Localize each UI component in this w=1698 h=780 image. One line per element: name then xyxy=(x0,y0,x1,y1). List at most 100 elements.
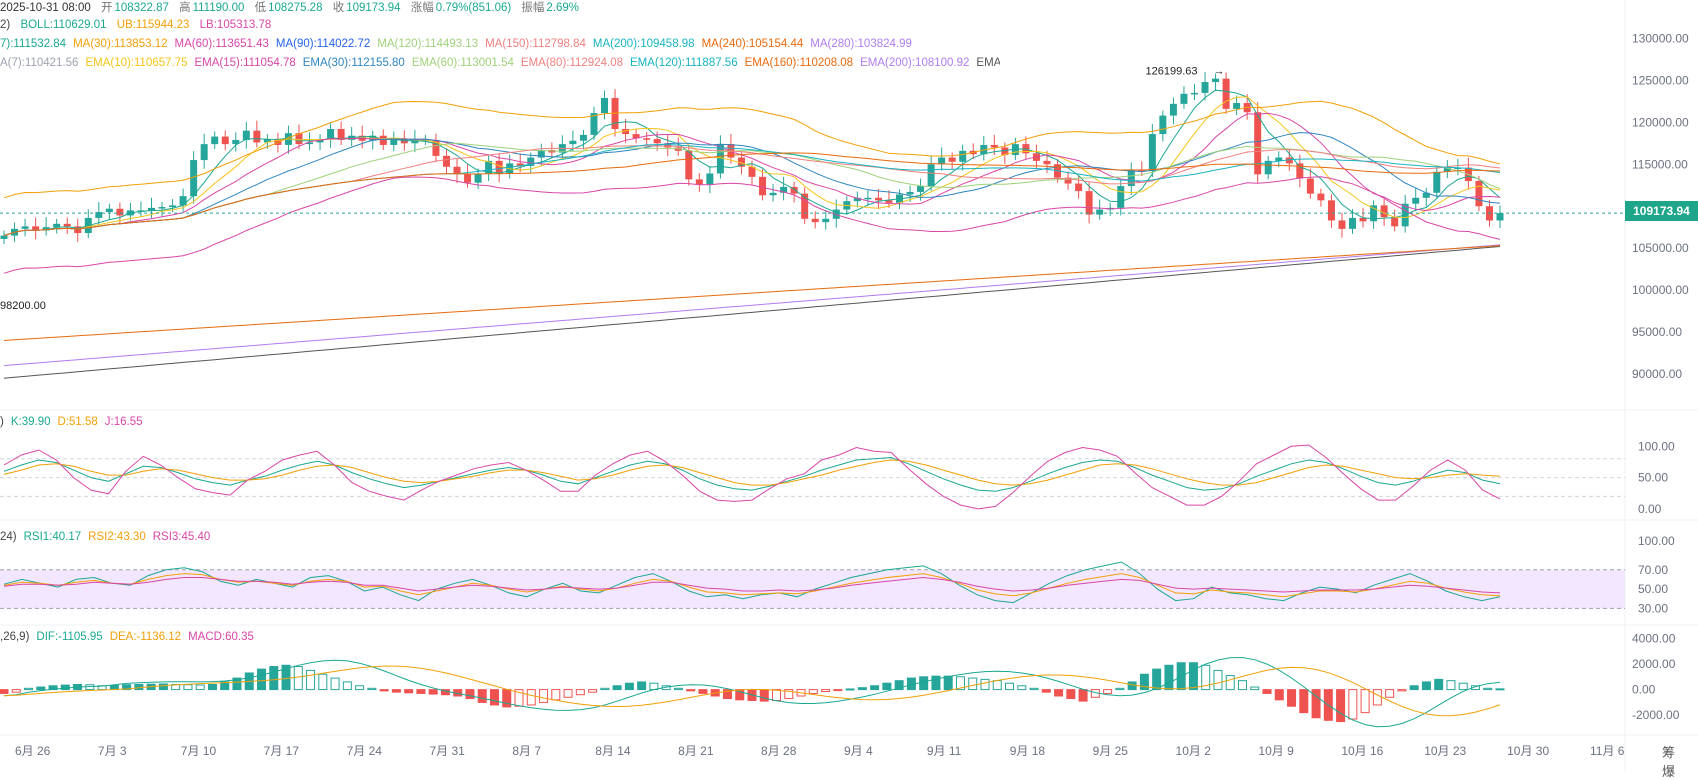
candle-body xyxy=(664,143,672,148)
candle-body xyxy=(1201,82,1209,93)
moving-average-line xyxy=(3,142,1501,237)
rsi-axis-tick: 70.00 xyxy=(1638,563,1668,577)
ma_legend-item: MA(120):114493.13 xyxy=(377,38,479,50)
kdj_legend-item: D:51.58 xyxy=(57,416,98,428)
moving-average-line xyxy=(3,89,1501,237)
macd-histogram-bar xyxy=(1385,689,1395,698)
x-axis-tick: 8月 28 xyxy=(761,744,797,758)
ema_legend-item: EMA(80):112924.08 xyxy=(520,57,623,69)
macd-histogram-bar xyxy=(465,689,475,700)
x-axis-tick: 10月 30 xyxy=(1507,744,1549,758)
macd-histogram-bar xyxy=(955,676,965,691)
macd-histogram-bar xyxy=(1054,689,1064,697)
ma_legend-item: MA(30):113853.12 xyxy=(73,38,168,50)
macd-histogram-bar xyxy=(60,684,70,691)
x-axis-tick: 11月 6 xyxy=(1590,744,1625,758)
price-axis-tick: 95000.00 xyxy=(1632,325,1682,339)
candle-body xyxy=(147,207,155,211)
candle-body xyxy=(527,157,535,166)
candle-body xyxy=(95,212,103,218)
macd-histogram-bar xyxy=(122,684,132,691)
kdj-axis-tick: 50.00 xyxy=(1638,471,1668,485)
candle-body xyxy=(1496,213,1504,221)
candle-body xyxy=(1412,197,1420,204)
ema_legend-item: EMA(60):113001.54 xyxy=(411,57,514,69)
macd-histogram-bar xyxy=(1458,682,1468,691)
macd-histogram-bar xyxy=(772,689,782,701)
candle-body xyxy=(32,226,40,231)
candle-body xyxy=(1338,220,1346,229)
ma_legend-item: MA(90):114022.72 xyxy=(275,38,371,50)
macd-dif-line xyxy=(3,656,1501,728)
x-axis-tick: 7月 24 xyxy=(347,744,383,758)
macd-histogram-bar xyxy=(1311,689,1321,719)
macd-histogram-bar xyxy=(404,689,414,694)
price-axis-tick: 130000.00 xyxy=(1632,31,1689,45)
candle-body xyxy=(348,135,356,140)
candle-body xyxy=(432,139,440,156)
kdj_legend-item: ) xyxy=(0,416,4,428)
macd-histogram-bar xyxy=(1360,689,1370,714)
price-axis-tick: 105000.00 xyxy=(1632,241,1689,255)
candle-body xyxy=(53,223,61,228)
macd-histogram-bar xyxy=(686,689,696,692)
candle-body xyxy=(1327,200,1335,221)
macd-histogram-bar xyxy=(330,677,340,691)
low-value: 108275.28 xyxy=(268,2,323,14)
macd-histogram-bar xyxy=(575,689,585,696)
candle-body xyxy=(959,150,967,162)
candle-body xyxy=(1001,147,1009,156)
x-axis-tick: 9月 4 xyxy=(844,744,873,758)
macd_legend-item: DIF:-1105.95 xyxy=(36,631,103,643)
kdj_legend-item: J:16.55 xyxy=(104,416,143,428)
macd-histogram-bar xyxy=(821,689,831,693)
candle-body xyxy=(590,113,598,135)
kdj-line-j xyxy=(3,444,1501,510)
rsi_legend-item: RSI2:43.30 xyxy=(88,531,146,543)
candle-body xyxy=(579,134,587,141)
candle-body xyxy=(158,207,166,209)
liquidation-button[interactable]: 爆 xyxy=(1662,764,1676,779)
candle-body xyxy=(1370,205,1378,222)
ma_legend-item: MA(280):103824.99 xyxy=(810,38,912,50)
macd-histogram-bar xyxy=(207,683,217,691)
macd-histogram-bar xyxy=(931,675,941,691)
macd_legend-item: ,26,9) xyxy=(0,631,30,643)
macd-histogram-bar xyxy=(293,666,303,691)
macd-histogram-bar xyxy=(992,680,1002,691)
moving-average-line xyxy=(3,132,1501,237)
corner-tools[interactable]: 筹爆 xyxy=(1662,742,1698,780)
candle-body xyxy=(263,139,271,143)
candle-body xyxy=(337,129,345,140)
macd-histogram-bar xyxy=(195,684,205,691)
macd-histogram-bar xyxy=(1029,687,1039,691)
price-axis-tick: 120000.00 xyxy=(1632,115,1689,129)
candle-body xyxy=(1264,160,1272,175)
kdj-legend: ) K:39.90 D:51.58 J:16.55 xyxy=(0,414,1000,430)
ema_legend-item: EMA(200):108100.92 xyxy=(860,57,970,69)
candle-body xyxy=(1233,103,1241,109)
macd-histogram-bar xyxy=(1139,673,1149,691)
macd-histogram-bar xyxy=(1188,662,1198,691)
x-axis-tick: 10月 9 xyxy=(1258,744,1294,758)
kdj-line-k xyxy=(3,456,1501,492)
candle-body xyxy=(200,144,208,161)
macd-histogram-bar xyxy=(526,689,536,706)
candle-body xyxy=(1212,78,1220,83)
chips-button[interactable]: 筹 xyxy=(1662,745,1676,760)
macd-histogram-bar xyxy=(489,689,499,706)
macd-legend: ,26,9) DIF:-1105.95 DEA:-1136.12 MACD:60.35 xyxy=(0,629,1000,645)
candle-body xyxy=(1138,170,1146,172)
max-price-annotation: 126199.63 xyxy=(1146,65,1198,77)
close-label: 收 xyxy=(332,2,345,14)
macd-histogram-bar xyxy=(428,689,438,695)
candle-body xyxy=(274,139,282,145)
candle-body xyxy=(716,144,724,174)
long-ma-line xyxy=(3,245,1501,341)
ohlc-header: 2025-10-31 08:00 开 108322.87 高 111190.00 低… xyxy=(0,0,700,16)
macd-histogram-bar xyxy=(673,687,683,691)
candle-body xyxy=(927,164,935,187)
candle-body xyxy=(485,160,493,174)
macd-histogram-bar xyxy=(1041,689,1051,693)
